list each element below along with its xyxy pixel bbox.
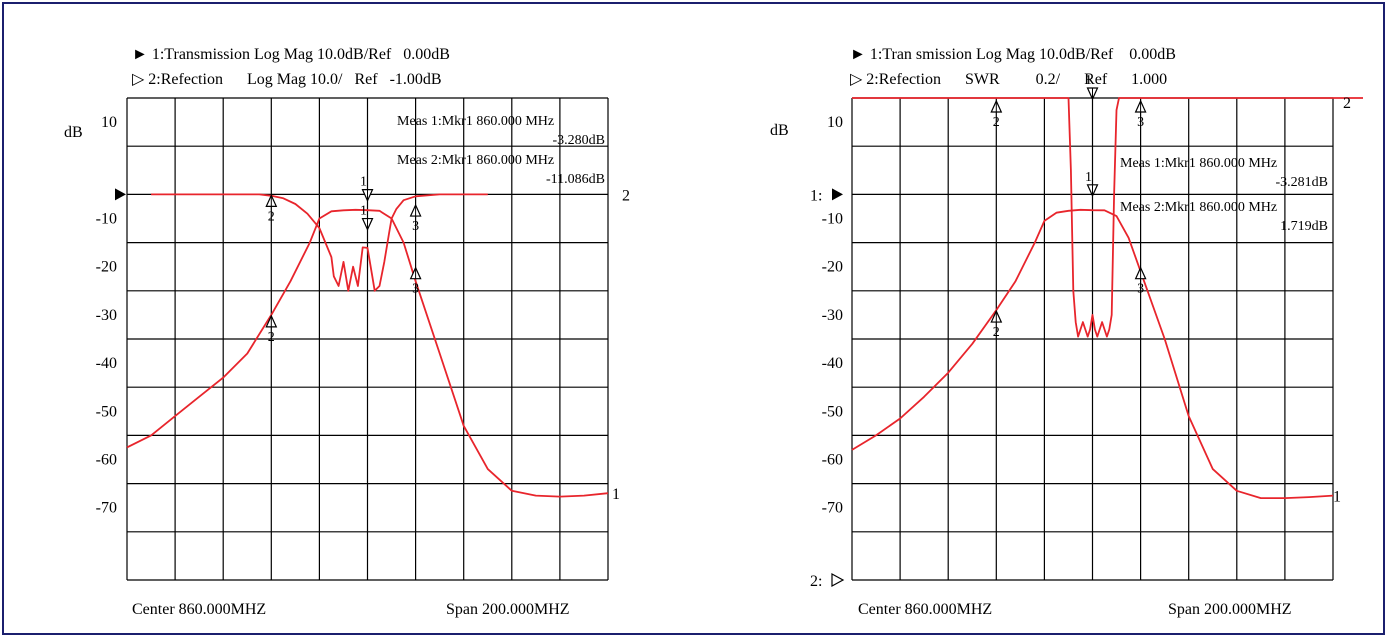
marker-label: 2 [268,209,275,224]
marker-label: 3 [412,219,419,234]
meas-value: 1.719dB [1280,219,1328,234]
marker-2-trace1: 2 [990,309,1003,340]
marker-label: 3 [412,282,419,297]
header-trace2: ▷ 2:Refection SWR 0.2/ Ref 1.000 [850,71,1167,88]
ref-level-arrow [832,188,843,201]
meas-readout-1: Meas 1:Mkr1 860.000 MHz -3.281dB [1120,156,1328,190]
y-tick-label: -10 [822,211,843,228]
figure-border [2,2,1385,635]
y-axis-label: dB [770,122,789,139]
marker-3-trace1: 3 [409,266,422,297]
plot-grid [851,97,1334,581]
marker-1-trace1: 1 [1085,170,1099,198]
meas-value: -3.280dB [553,133,606,148]
marker-2-trace2: 2 [990,99,1003,130]
y-tick-label: -40 [96,355,117,372]
footer-center: Center 860.000MHZ [132,601,266,618]
marker-2-trace1: 2 [265,314,278,345]
marker-1-trace2: 1 [360,175,374,203]
marker-label: 3 [1137,115,1144,130]
marker-label: 1 [360,175,367,190]
header-trace2: ▷ 2:Refection Log Mag 10.0/ Ref -1.00dB [132,71,442,88]
footer-span: Span 200.000MHZ [1168,601,1292,618]
y-tick-label: -50 [96,403,117,420]
marker-label: 2 [993,325,1000,340]
marker-label: 1 [1085,73,1092,88]
marker-label: 3 [1137,282,1144,297]
y-tick-label: -30 [822,307,843,324]
chart-1: ► 1:Transmission Log Mag 10.0dB/Ref 0.00… [64,46,630,618]
marker-3-trace2: 3 [409,203,422,234]
trace-1-line [851,208,1334,499]
y-tick-label: -20 [96,259,117,276]
y-tick-label: -60 [822,452,843,469]
ref-marker-label: 1: [810,187,822,204]
y-tick-label: -50 [822,403,843,420]
y-tick-label: -30 [96,307,117,324]
trace-1-line [126,208,609,498]
y-tick-label: -20 [822,259,843,276]
meas-title: Meas 2:Mkr1 860.000 MHz [397,153,554,168]
marker-label: 1 [360,204,367,219]
trace2-ref-arrow [831,572,845,588]
header-trace1: ► 1:Transmission Log Mag 10.0dB/Ref 0.00… [132,46,450,63]
meas-readout-2: Meas 2:Mkr1 860.000 MHz -11.086dB [397,153,605,187]
marker-1-trace2: 1 [1085,73,1099,101]
marker-1-trace1: 1 [360,204,374,231]
meas-value: -11.086dB [546,172,605,187]
meas-title: Meas 2:Mkr1 860.000 MHz [1120,200,1277,215]
marker-2-trace2: 2 [265,193,278,224]
y-tick-label: -40 [822,355,843,372]
trace-2-line [852,97,1363,338]
y-tick-label: -70 [822,500,843,517]
trace1-end-label: 1 [612,486,620,503]
marker-label: 1 [1085,170,1092,185]
footer-center: Center 860.000MHZ [858,601,992,618]
marker-3-trace1: 3 [1134,266,1147,297]
meas-readout-1: Meas 1:Mkr1 860.000 MHz -3.280dB [397,114,605,148]
trace2-end-label: 2 [1343,95,1351,112]
y-tick-label: 10 [827,114,843,131]
marker-label: 2 [268,330,275,345]
meas-value: -3.281dB [1276,175,1329,190]
header-trace1: ► 1:Tran smission Log Mag 10.0dB/Ref 0.0… [850,46,1176,63]
meas-title: Meas 1:Mkr1 860.000 MHz [1120,156,1277,171]
y-tick-label: -70 [96,500,117,517]
ref-level-arrow [115,188,126,201]
y-tick-label: -60 [96,452,117,469]
trace1-end-label: 1 [1333,489,1341,506]
marker-label: 2 [993,115,1000,130]
marker-3-trace2: 3 [1134,99,1147,130]
footer-span: Span 200.000MHZ [446,601,570,618]
trace2-end-label: 2 [622,187,630,204]
y-tick-label: 10 [101,114,117,131]
meas-title: Meas 1:Mkr1 860.000 MHz [397,114,554,129]
chart-2: ► 1:Tran smission Log Mag 10.0dB/Ref 0.0… [770,46,1363,618]
y-tick-label: -10 [96,211,117,228]
y-axis-label: dB [64,124,83,141]
trace-2-line [151,193,488,292]
bottom-marker-label: 2: [810,573,822,590]
